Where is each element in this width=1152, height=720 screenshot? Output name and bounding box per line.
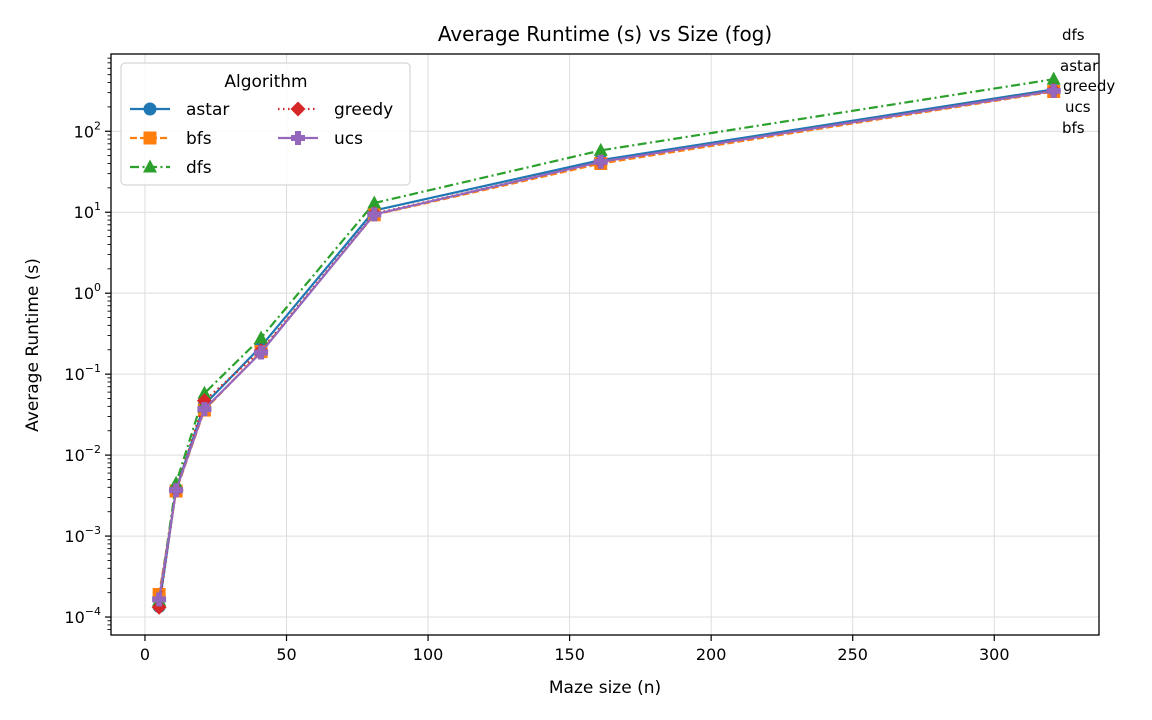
y-tick-label: 102 <box>74 119 101 141</box>
y-tick-exponent: 1 <box>94 200 101 213</box>
y-tick-base: 10 <box>64 446 84 465</box>
data-point-dfs <box>254 330 269 344</box>
data-point-dfs <box>169 475 184 489</box>
y-tick-label: 10−2 <box>64 443 101 465</box>
data-point-ucs <box>169 483 184 498</box>
legend-item-ucs: ucs <box>278 129 363 149</box>
grid <box>111 54 1099 635</box>
x-axis-label: Maze size (n) <box>549 678 661 698</box>
y-tick-exponent: −3 <box>85 524 101 537</box>
plot-frame <box>110 53 1100 636</box>
data-point-ucs <box>593 154 608 169</box>
y-tick-base: 10 <box>64 365 84 384</box>
legend-marker <box>143 131 157 145</box>
series-end-labels: dfs astar greedy ucs bfs <box>1060 26 1115 137</box>
legend-item-astar: astar <box>130 100 229 120</box>
x-tick-label: 250 <box>837 645 868 664</box>
x-tick-label: 100 <box>413 645 444 664</box>
legend-marker <box>143 102 157 116</box>
data-point-dfs <box>1046 71 1061 85</box>
legend-label: bfs <box>186 129 212 149</box>
legend-label: ucs <box>334 129 363 149</box>
data-point-ucs <box>254 345 269 360</box>
end-label-astar: astar <box>1060 57 1099 75</box>
y-tick-exponent: −1 <box>85 362 101 375</box>
x-tick-label: 150 <box>554 645 585 664</box>
y-tick-base: 10 <box>64 608 84 627</box>
end-label-dfs: dfs <box>1062 26 1085 44</box>
legend-item-dfs: dfs <box>130 158 212 178</box>
legend-title: Algorithm <box>224 72 307 92</box>
data-point-ucs <box>152 592 167 607</box>
series-dfs <box>152 71 1061 607</box>
legend-label: greedy <box>334 100 393 120</box>
y-tick-base: 10 <box>74 122 94 141</box>
end-label-ucs: ucs <box>1065 98 1091 116</box>
y-tick-label: 101 <box>74 200 101 222</box>
legend-item-greedy: greedy <box>278 100 393 120</box>
y-tick-label: 10−4 <box>64 605 101 627</box>
x-tick-label: 200 <box>696 645 727 664</box>
data-point-greedy <box>151 599 167 615</box>
y-tick-base: 10 <box>74 203 94 222</box>
legend-box <box>120 62 411 186</box>
legend-marker <box>290 101 306 117</box>
x-axis: 0 50 100 150 200 250 300 <box>140 635 1010 664</box>
chart-title: Average Runtime (s) vs Size (fog) <box>438 22 772 46</box>
y-tick-base: 10 <box>74 284 94 303</box>
end-label-greedy: greedy <box>1063 77 1115 95</box>
x-tick-label: 0 <box>140 645 150 664</box>
y-tick-label: 100 <box>74 281 101 303</box>
y-tick-exponent: −4 <box>85 605 101 618</box>
legend-marker <box>143 159 157 173</box>
end-label-bfs: bfs <box>1062 119 1085 137</box>
data-point-ucs <box>197 402 212 417</box>
y-tick-exponent: 2 <box>94 119 101 132</box>
series-ucs <box>152 83 1061 607</box>
legend-item-bfs: bfs <box>130 129 212 149</box>
y-tick-exponent: 0 <box>94 281 101 294</box>
series-layer <box>151 71 1062 615</box>
y-axis-label: Average Runtime (s) <box>23 258 43 432</box>
data-point-dfs <box>197 385 212 399</box>
legend-marker <box>291 131 305 145</box>
x-tick-label: 50 <box>276 645 296 664</box>
y-tick-exponent: −2 <box>85 443 101 456</box>
x-tick-label: 300 <box>979 645 1010 664</box>
legend-label: dfs <box>186 158 212 178</box>
y-tick-label: 10−3 <box>64 524 101 546</box>
data-point-dfs <box>367 195 382 209</box>
y-tick-label: 10−1 <box>64 362 101 384</box>
legend-label: astar <box>186 100 229 120</box>
data-point-dfs <box>593 142 608 156</box>
legend: Algorithm astar bfs dfs greedy ucs <box>120 62 411 186</box>
data-point-ucs <box>1046 83 1061 98</box>
data-point-ucs <box>367 207 382 222</box>
y-tick-base: 10 <box>64 527 84 546</box>
